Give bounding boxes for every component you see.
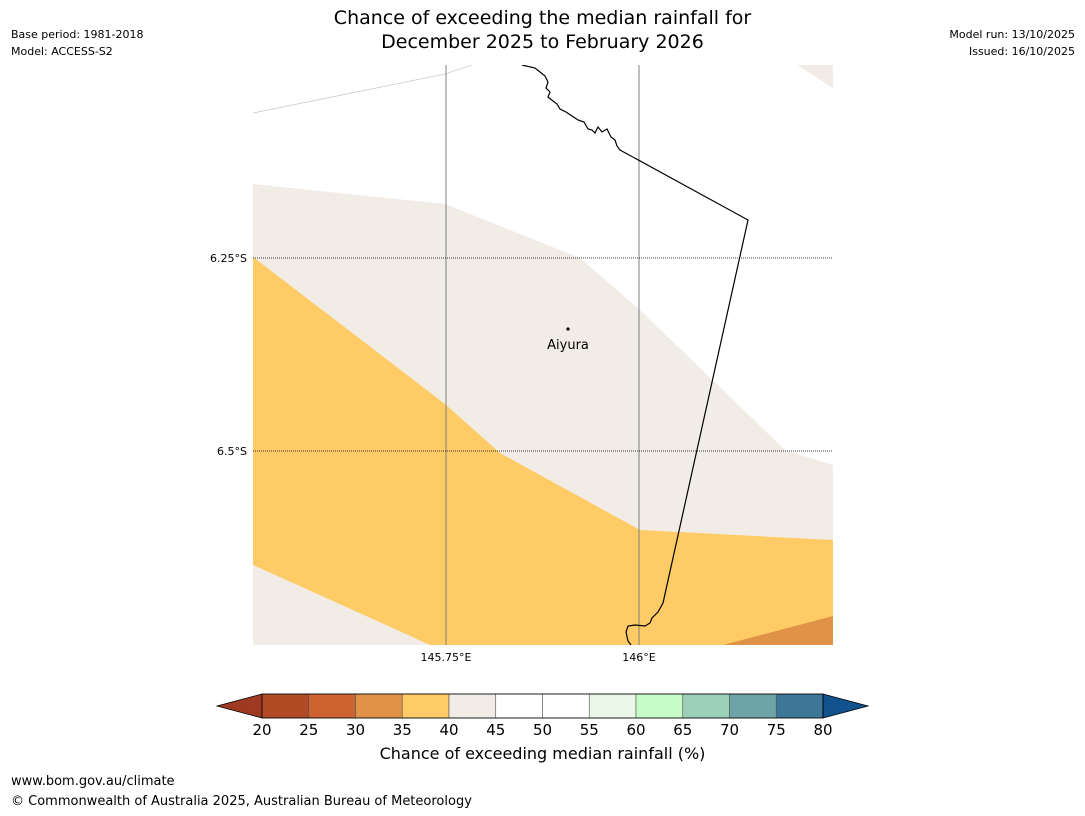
colorbar-extend-high [822,693,870,719]
colorbar-tick-label: 30 [346,721,365,739]
zone-40-45-top [797,65,833,88]
colorbar-tick-label: 45 [486,721,505,739]
lat-label-6-25: 6.25°S [210,252,247,265]
colorbar-segment [401,693,450,719]
issued-date: Issued: 16/10/2025 [968,45,1075,58]
colorbar-segment [682,693,730,719]
title-line-2: December 2025 to February 2026 [381,31,704,53]
meta-right: Model run: 13/10/2025 Issued: 16/10/2025 [949,26,1075,60]
map-area [253,65,833,645]
meta-left: Base period: 1981-2018 Model: ACCESS-S2 [11,26,143,60]
colorbar-segment [729,693,777,719]
title-line-1: Chance of exceeding the median rainfall … [333,7,752,29]
colorbar-extend-low [215,693,263,719]
place-label: Aiyura [547,338,589,353]
colorbar-tick-label: 75 [767,721,786,739]
model-run: Model run: 13/10/2025 [949,28,1075,41]
colorbar-segment [588,693,637,719]
colorbar-tick-label: 50 [533,721,552,739]
colorbar-segment [775,693,824,719]
lon-label-146: 146°E [622,651,655,664]
place-marker [566,327,570,331]
colorbar-segment [308,693,356,719]
colorbar-tick-label: 60 [626,721,645,739]
colorbar-tick-label: 70 [720,721,739,739]
colorbar-segment [542,693,590,719]
colorbar-segment [448,693,497,719]
lon-label-145-75: 145.75°E [421,651,472,664]
zone-30-35 [723,616,833,645]
model-name: Model: ACCESS-S2 [11,45,113,58]
border-line [521,65,749,645]
colorbar-title: Chance of exceeding median rainfall (%) [379,744,706,763]
footer-copyright: © Commonwealth of Australia 2025, Austra… [11,794,472,809]
colorbar-tick-label: 40 [439,721,458,739]
chart-title: Chance of exceeding the median rainfall … [0,6,1085,54]
colorbar-tick-label: 25 [299,721,318,739]
zone-35-40 [253,257,833,645]
colorbar-tick-label: 20 [252,721,271,739]
colorbar-segment [495,693,543,719]
colorbar-segment [261,693,310,719]
colorbar-outline [261,693,824,719]
colorbar-segments [215,693,870,719]
footer-url[interactable]: www.bom.gov.au/climate [11,774,175,789]
zone-40-45-lower [253,565,430,645]
colorbar-tick-label: 35 [393,721,412,739]
colorbar-tick-label: 55 [580,721,599,739]
colorbar-tick-labels: 20 25 30 35 40 45 50 55 60 65 70 75 80 [252,721,832,739]
lat-label-6-5: 6.5°S [217,445,247,458]
colorbar-segment [635,693,684,719]
colorbar-segment [355,693,403,719]
colorbar-tick-label: 65 [673,721,692,739]
base-period: Base period: 1981-2018 [11,28,144,41]
colorbar-tick-label: 80 [813,721,832,739]
faint-contour [253,65,473,114]
